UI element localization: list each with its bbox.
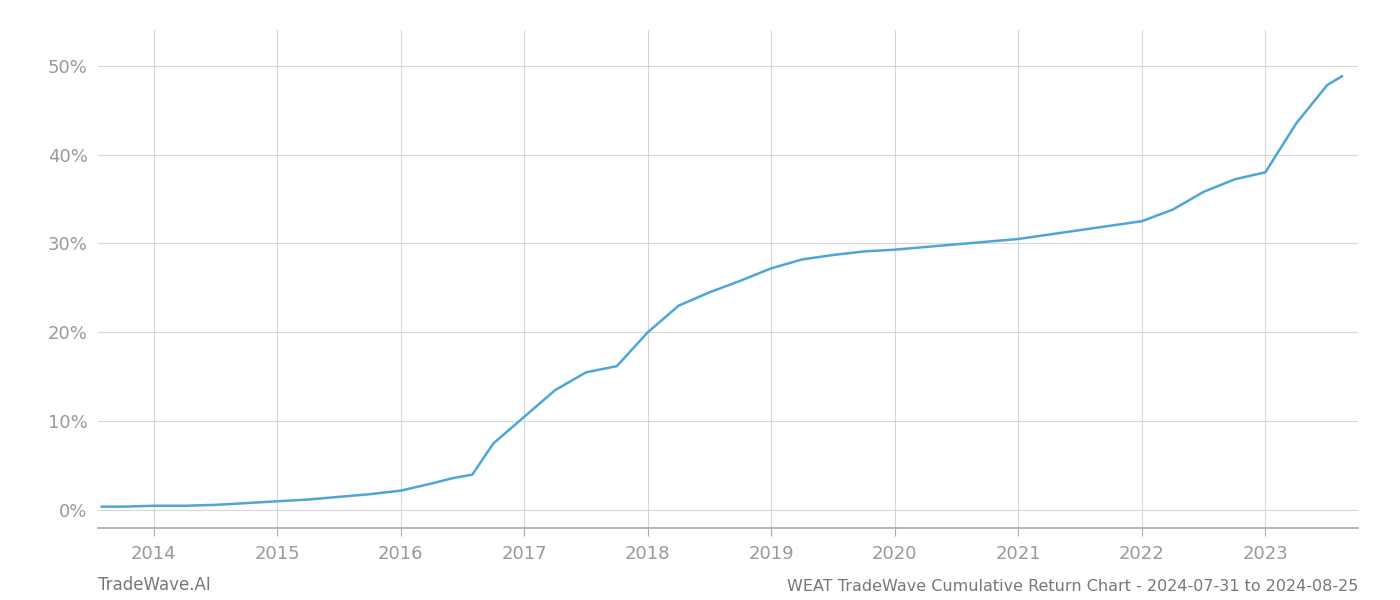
Text: TradeWave.AI: TradeWave.AI (98, 576, 211, 594)
Text: WEAT TradeWave Cumulative Return Chart - 2024-07-31 to 2024-08-25: WEAT TradeWave Cumulative Return Chart -… (787, 579, 1358, 594)
